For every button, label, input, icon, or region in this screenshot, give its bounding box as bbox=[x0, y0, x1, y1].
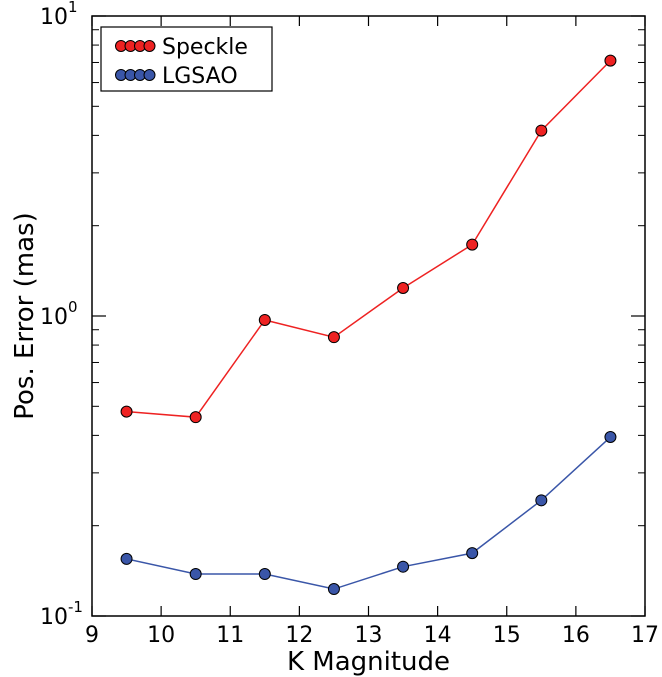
y-axis-label: Pos. Error (mas) bbox=[10, 212, 40, 419]
y-tick-label-base: 10 bbox=[40, 605, 68, 630]
y-tick-label-2: 10 bbox=[40, 5, 68, 30]
x-tick-label-16: 16 bbox=[562, 623, 590, 648]
x-tick-label-15: 15 bbox=[493, 623, 521, 648]
y-tick-exp-0: -1 bbox=[68, 598, 83, 616]
series-line-speckle bbox=[126, 60, 611, 418]
point-speckle-3 bbox=[327, 331, 340, 344]
labels-layer: K Magnitude Pos. Error (mas) bbox=[10, 212, 450, 677]
y-tick-label-0: 10 bbox=[40, 605, 68, 630]
point-lgsao-0 bbox=[120, 552, 133, 565]
legend-marker-lgsao bbox=[143, 69, 156, 81]
point-speckle-1 bbox=[189, 411, 202, 424]
point-speckle-4 bbox=[397, 281, 410, 294]
x-tick-label-12: 12 bbox=[285, 623, 313, 648]
point-lgsao-2 bbox=[258, 568, 271, 581]
x-tick-label-11: 11 bbox=[216, 623, 244, 648]
point-lgsao-3 bbox=[327, 583, 340, 596]
point-lgsao-6 bbox=[535, 494, 548, 507]
y-tick-exp-1: 0 bbox=[68, 298, 78, 316]
series-line-lgsao bbox=[126, 436, 611, 590]
point-lgsao-7 bbox=[604, 431, 617, 444]
y-tick-exp-2: 1 bbox=[68, 0, 78, 16]
legend-label-speckle: Speckle bbox=[162, 35, 248, 60]
legend: Speckle LGSAO bbox=[100, 26, 273, 92]
legend-label-lgsao: LGSAO bbox=[162, 64, 238, 89]
x-axis-label: K Magnitude bbox=[287, 647, 450, 677]
point-speckle-7 bbox=[604, 54, 617, 67]
x-tick-label-14: 14 bbox=[424, 623, 452, 648]
point-speckle-6 bbox=[535, 124, 548, 137]
y-tick-label-base: 10 bbox=[40, 5, 68, 30]
legend-marker-speckle bbox=[143, 40, 156, 52]
point-speckle-5 bbox=[466, 238, 479, 251]
point-lgsao-1 bbox=[189, 568, 202, 581]
y-tick-label-1: 10 bbox=[40, 305, 68, 330]
y-tick-label-base: 10 bbox=[40, 305, 68, 330]
point-speckle-0 bbox=[120, 405, 133, 418]
x-tick-label-10: 10 bbox=[147, 623, 175, 648]
series-layer bbox=[120, 54, 617, 596]
plot-frame bbox=[91, 15, 646, 617]
point-speckle-2 bbox=[258, 313, 271, 326]
x-tick-label-17: 17 bbox=[631, 623, 659, 648]
x-tick-label-13: 13 bbox=[355, 623, 383, 648]
point-lgsao-4 bbox=[397, 560, 410, 573]
point-lgsao-5 bbox=[466, 547, 479, 560]
x-tick-label-9: 9 bbox=[85, 623, 99, 648]
